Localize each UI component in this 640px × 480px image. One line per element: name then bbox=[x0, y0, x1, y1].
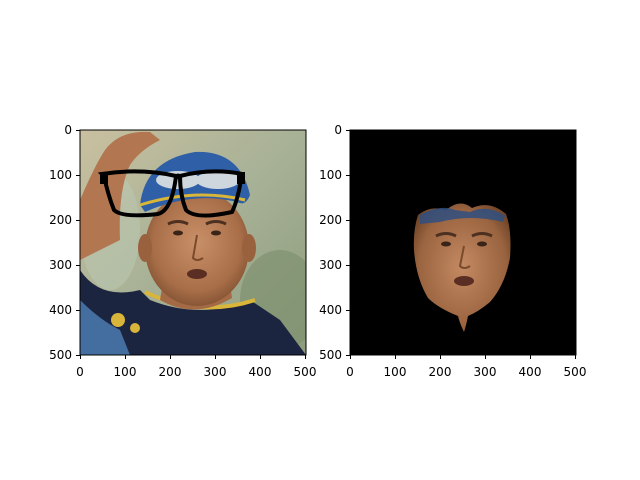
left-y-ticks bbox=[76, 130, 80, 356]
left-ytick-label: 200 bbox=[49, 213, 72, 227]
right-ytick-label: 400 bbox=[319, 303, 342, 317]
left-ytick-label: 500 bbox=[49, 348, 72, 362]
right-y-ticks bbox=[346, 130, 350, 356]
left-xtick-label: 400 bbox=[249, 365, 272, 379]
left-xtick-label: 100 bbox=[114, 365, 137, 379]
right-xtick-label: 400 bbox=[519, 365, 542, 379]
right-xtick-label: 200 bbox=[429, 365, 452, 379]
right-image bbox=[350, 130, 576, 355]
left-ytick-label: 400 bbox=[49, 303, 72, 317]
glasses-overlay bbox=[97, 169, 245, 218]
left-axes bbox=[79, 129, 307, 356]
right-x-ticks bbox=[350, 355, 576, 359]
left-xtick-label: 0 bbox=[76, 365, 84, 379]
right-xtick-label: 300 bbox=[474, 365, 497, 379]
right-ytick-label: 200 bbox=[319, 213, 342, 227]
left-xtick-label: 300 bbox=[204, 365, 227, 379]
right-axes bbox=[349, 129, 577, 356]
left-ytick-label: 0 bbox=[64, 123, 72, 137]
left-image bbox=[80, 130, 306, 355]
left-ytick-label: 100 bbox=[49, 168, 72, 182]
right-xtick-label: 100 bbox=[384, 365, 407, 379]
right-xtick-label: 0 bbox=[346, 365, 354, 379]
left-ytick-label: 300 bbox=[49, 258, 72, 272]
right-xtick-label: 500 bbox=[564, 365, 587, 379]
right-ytick-label: 500 bbox=[319, 348, 342, 362]
right-ytick-label: 100 bbox=[319, 168, 342, 182]
left-x-ticks bbox=[80, 355, 306, 359]
left-xtick-label: 200 bbox=[159, 365, 182, 379]
right-ytick-label: 300 bbox=[319, 258, 342, 272]
right-ytick-label: 0 bbox=[334, 123, 342, 137]
left-xtick-label: 500 bbox=[294, 365, 317, 379]
